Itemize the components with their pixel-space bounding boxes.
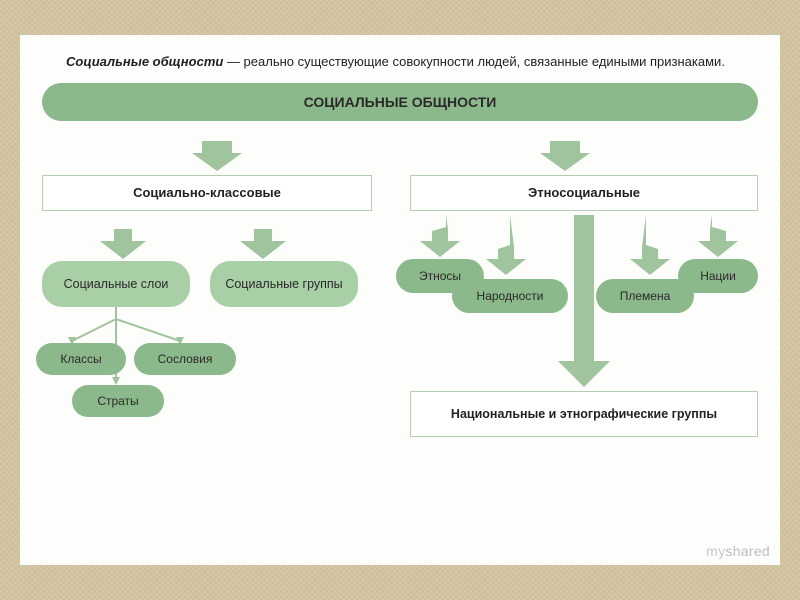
arrow-left-2: [240, 215, 286, 259]
node-national-groups: Национальные и этнографические группы: [410, 391, 758, 437]
arrow-r1: [420, 215, 460, 257]
classes-label: Классы: [60, 352, 101, 366]
sheet: Социальные общности — реально существующ…: [20, 35, 780, 565]
definition-body: — реально существующие совокупности люде…: [223, 54, 725, 69]
watermark-text: myshared: [706, 543, 770, 559]
node-classes: Классы: [36, 343, 126, 375]
node-nationalities: Народности: [452, 279, 568, 313]
social-layers-label: Социальные слои: [64, 277, 169, 291]
node-social-layers: Социальные слои: [42, 261, 190, 307]
arrow-r4: [698, 215, 738, 257]
social-groups-label: Социальные группы: [225, 277, 342, 291]
arrow-r2: [486, 215, 526, 275]
nationalities-label: Народности: [477, 289, 544, 303]
nations-label: Нации: [700, 269, 736, 283]
arrow-left-1: [100, 215, 146, 259]
tribes-label: Племена: [620, 289, 671, 303]
watermark: myshared: [706, 543, 770, 559]
arrow-root-right: [540, 125, 590, 171]
branch-right-label: Этносоциальные: [528, 185, 640, 200]
strata-label: Страты: [97, 394, 138, 408]
hierarchy-diagram: СОЦИАЛЬНЫЕ ОБЩНОСТИ Социально-классовые …: [42, 83, 758, 523]
root-label: СОЦИАЛЬНЫЕ ОБЩНОСТИ: [304, 94, 497, 110]
definition-term: Социальные общности: [66, 54, 223, 69]
ethnos-label: Этносы: [419, 269, 461, 283]
node-branch-left: Социально-классовые: [42, 175, 372, 211]
node-social-groups: Социальные группы: [210, 261, 358, 307]
node-strata: Страты: [72, 385, 164, 417]
definition-text: Социальные общности — реально существующ…: [42, 53, 758, 71]
arrow-r3: [630, 215, 670, 275]
branch-left-label: Социально-классовые: [133, 185, 281, 200]
node-root: СОЦИАЛЬНЫЕ ОБЩНОСТИ: [42, 83, 758, 121]
node-nations: Нации: [678, 259, 758, 293]
node-branch-right: Этносоциальные: [410, 175, 758, 211]
arrow-root-left: [192, 125, 242, 171]
national-groups-label: Национальные и этнографические группы: [451, 407, 717, 421]
estates-label: Сословия: [158, 352, 213, 366]
node-estates: Сословия: [134, 343, 236, 375]
